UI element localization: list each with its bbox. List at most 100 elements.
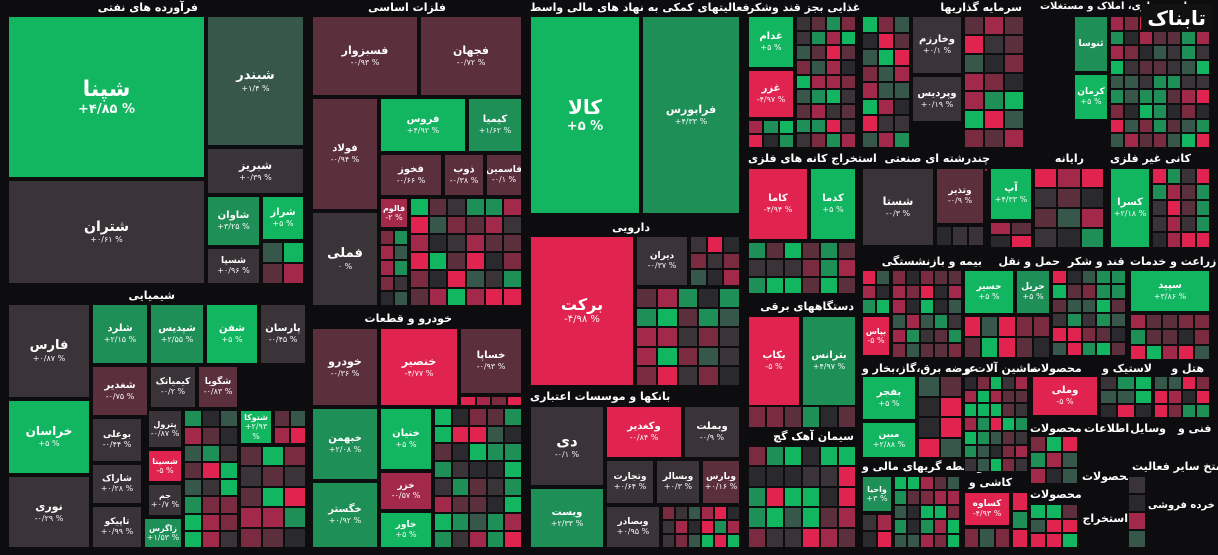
small-stock-tile[interactable]	[906, 328, 920, 344]
small-stock-tile[interactable]	[778, 134, 794, 148]
small-stock-tile[interactable]	[486, 460, 505, 478]
small-stock-tile[interactable]	[701, 520, 714, 534]
small-stock-tile[interactable]	[748, 259, 766, 277]
small-stock-tile[interactable]	[1154, 404, 1168, 418]
small-stock-tile[interactable]	[920, 490, 934, 505]
small-stock-tile[interactable]	[677, 327, 699, 347]
small-stock-tile[interactable]	[428, 198, 448, 216]
stock-tile[interactable]: شپنا +۴/۸۵ %	[8, 16, 205, 178]
small-stock-tile[interactable]	[964, 129, 984, 148]
small-stock-tile[interactable]	[1181, 184, 1196, 200]
small-stock-tile[interactable]	[1096, 327, 1112, 342]
small-stock-tile[interactable]	[466, 198, 485, 216]
small-stock-tile[interactable]	[826, 104, 841, 119]
sector-header-info[interactable]: اطلاعات	[1084, 422, 1130, 435]
small-stock-tile[interactable]	[1015, 417, 1028, 431]
small-stock-tile[interactable]	[504, 495, 522, 513]
small-stock-tile[interactable]	[284, 446, 306, 467]
small-stock-tile[interactable]	[984, 16, 1004, 35]
small-stock-tile[interactable]	[1004, 110, 1024, 130]
small-stock-tile[interactable]	[906, 343, 920, 358]
small-stock-tile[interactable]	[394, 275, 408, 291]
small-stock-tile[interactable]	[1128, 494, 1146, 512]
small-stock-tile[interactable]	[410, 270, 429, 288]
small-stock-tile[interactable]	[894, 98, 910, 115]
small-stock-tile[interactable]	[838, 507, 856, 528]
small-stock-tile[interactable]	[202, 444, 220, 462]
sector-header-agri[interactable]: زراعت و خدمات	[1130, 255, 1217, 268]
small-stock-tile[interactable]	[841, 16, 856, 31]
stock-tile[interactable]: شبریز +۰/۳۹ %	[207, 148, 304, 194]
sector-header-nonmetal[interactable]: کانی غیر فلزی	[1110, 152, 1191, 165]
small-stock-tile[interactable]	[1167, 30, 1182, 46]
small-stock-tile[interactable]	[802, 242, 820, 260]
small-stock-tile[interactable]	[1138, 104, 1153, 119]
small-stock-tile[interactable]	[906, 284, 920, 300]
small-stock-tile[interactable]	[1081, 284, 1097, 299]
stock-tile[interactable]: فرابورس +۴/۳۳ %	[642, 16, 740, 214]
small-stock-tile[interactable]	[838, 406, 856, 428]
stock-tile[interactable]: غزر -۴/۹۷ %	[748, 70, 794, 118]
small-stock-tile[interactable]	[1134, 390, 1152, 404]
small-stock-tile[interactable]	[841, 45, 856, 60]
small-stock-tile[interactable]	[1194, 344, 1210, 360]
small-stock-tile[interactable]	[1046, 533, 1062, 548]
small-stock-tile[interactable]	[998, 316, 1016, 337]
small-stock-tile[interactable]	[964, 458, 977, 472]
small-stock-tile[interactable]	[1066, 284, 1082, 299]
small-stock-tile[interactable]	[1166, 216, 1181, 232]
small-stock-tile[interactable]	[1080, 208, 1104, 228]
small-stock-tile[interactable]	[1015, 444, 1028, 459]
small-stock-tile[interactable]	[677, 307, 699, 328]
small-stock-tile[interactable]	[934, 299, 948, 314]
small-stock-tile[interactable]	[636, 366, 657, 386]
small-stock-tile[interactable]	[1168, 376, 1182, 390]
stock-tile[interactable]: خزر -۰/۵۷ %	[380, 472, 432, 510]
small-stock-tile[interactable]	[284, 466, 306, 487]
small-stock-tile[interactable]	[656, 327, 678, 347]
small-stock-tile[interactable]	[1066, 270, 1082, 285]
small-stock-tile[interactable]	[1196, 404, 1210, 418]
small-stock-tile[interactable]	[796, 104, 811, 119]
small-stock-tile[interactable]	[838, 527, 856, 548]
sector-header-invest[interactable]: سرمایه گذاریها	[940, 1, 1022, 14]
small-stock-tile[interactable]	[784, 406, 802, 428]
small-stock-tile[interactable]	[811, 16, 826, 31]
small-stock-tile[interactable]	[1111, 270, 1126, 285]
small-stock-tile[interactable]	[701, 506, 714, 520]
small-stock-tile[interactable]	[1030, 533, 1046, 548]
small-stock-tile[interactable]	[802, 507, 820, 528]
stock-tile[interactable]: وملی -۵ %	[1032, 376, 1098, 416]
stock-tile[interactable]: خبهمن +۲/۰۸ %	[312, 408, 378, 480]
small-stock-tile[interactable]	[838, 486, 856, 508]
small-stock-tile[interactable]	[1030, 504, 1046, 519]
stock-tile[interactable]: شگویا -۰/۸۳ %	[198, 366, 238, 408]
stock-tile[interactable]: پارسان -۰/۴۵ %	[260, 304, 306, 364]
small-stock-tile[interactable]	[998, 337, 1016, 358]
stock-tile[interactable]: وخارزم +۰/۱ %	[912, 16, 962, 74]
small-stock-tile[interactable]	[826, 30, 841, 46]
small-stock-tile[interactable]	[1034, 168, 1058, 188]
small-stock-tile[interactable]	[1062, 436, 1078, 452]
small-stock-tile[interactable]	[491, 396, 507, 406]
small-stock-tile[interactable]	[964, 403, 977, 418]
small-stock-tile[interactable]	[469, 408, 487, 426]
small-stock-tile[interactable]	[964, 528, 980, 548]
small-stock-tile[interactable]	[675, 520, 688, 534]
small-stock-tile[interactable]	[698, 346, 720, 367]
small-stock-tile[interactable]	[802, 446, 820, 467]
small-stock-tile[interactable]	[820, 507, 838, 528]
small-stock-tile[interactable]	[434, 478, 452, 496]
small-stock-tile[interactable]	[469, 530, 487, 548]
small-stock-tile[interactable]	[706, 252, 724, 270]
small-stock-tile[interactable]	[184, 530, 202, 548]
small-stock-tile[interactable]	[447, 198, 466, 216]
small-stock-tile[interactable]	[1066, 313, 1082, 328]
small-stock-tile[interactable]	[1162, 344, 1178, 360]
small-stock-tile[interactable]	[784, 276, 802, 294]
small-stock-tile[interactable]	[1111, 284, 1126, 299]
small-stock-tile[interactable]	[933, 519, 947, 534]
small-stock-tile[interactable]	[878, 98, 894, 115]
small-stock-tile[interactable]	[920, 343, 934, 358]
small-stock-tile[interactable]	[1124, 133, 1139, 148]
